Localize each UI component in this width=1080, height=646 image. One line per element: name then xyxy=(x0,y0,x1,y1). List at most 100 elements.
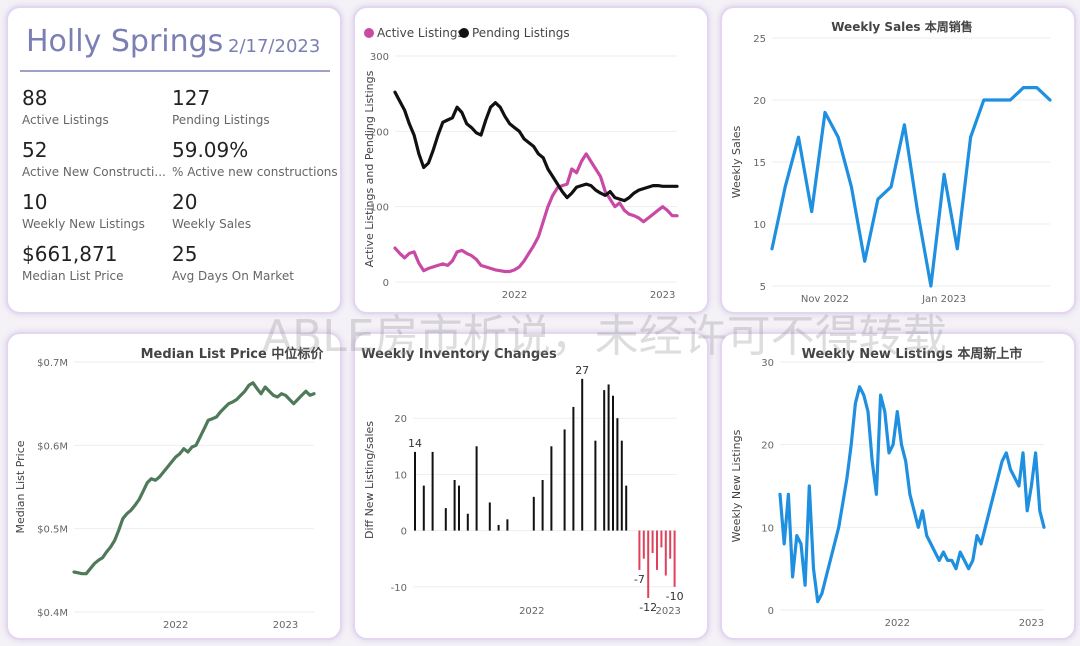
data-label: 14 xyxy=(408,437,422,450)
legend-marker xyxy=(459,28,469,38)
kpi-value: 52 xyxy=(22,138,48,162)
bar xyxy=(616,418,619,531)
y-tick-label: 300 xyxy=(370,52,389,63)
kpi-label: Weekly New Listings xyxy=(22,217,145,231)
bar xyxy=(651,530,654,554)
data-label: -12 xyxy=(639,601,657,614)
y-tick-label: 10 xyxy=(394,470,407,481)
bar xyxy=(612,395,614,531)
y-axis-label: Weekly Sales xyxy=(730,125,743,198)
y-tick-label: 5 xyxy=(760,282,766,293)
bar xyxy=(638,530,641,570)
bar xyxy=(642,530,645,559)
kpi-value: 127 xyxy=(172,86,211,110)
x-tick-label: Nov 2022 xyxy=(801,294,849,305)
bar xyxy=(541,480,544,531)
bar xyxy=(506,519,509,531)
bar xyxy=(607,384,610,531)
inventory-changes-chart: Weekly Inventory Changes Diff New Listing… xyxy=(361,347,683,617)
series-line-active-listings xyxy=(393,152,679,274)
bar xyxy=(647,530,650,598)
series-line-weekly-new-listings xyxy=(778,385,1046,604)
bar xyxy=(625,485,628,531)
y-tick-label: 10 xyxy=(753,220,766,231)
bar xyxy=(603,390,606,531)
y-axis-label: Median List Price xyxy=(14,440,27,533)
bar xyxy=(431,451,434,531)
active-pending-chart: Active Listings and Pending Listings 0 100… xyxy=(363,26,679,301)
kpi-value: $661,871 xyxy=(22,242,118,266)
kpi-label: Avg Days On Market xyxy=(172,269,294,283)
chart-title: Median List Price 中位标价 xyxy=(141,346,325,362)
y-tick-label: $0.5M xyxy=(37,525,68,536)
bar xyxy=(458,485,460,531)
y-tick-label: $0.7M xyxy=(37,358,68,369)
new-listings-chart: Weekly New Listings 本周新上市 Weekly New List… xyxy=(730,346,1046,629)
kpi-card: Holly Springs 2/17/2023 88 Active Listin… xyxy=(6,6,342,314)
legend-label: Active Listings xyxy=(377,26,464,40)
bar xyxy=(497,524,500,531)
bar xyxy=(673,530,676,587)
y-axis-label: Diff New Listing/sales xyxy=(363,421,376,539)
y-tick-label: 20 xyxy=(394,414,407,425)
kpi-active-listings: 88 Active Listings xyxy=(22,86,172,127)
kpi-active-new-construction: 52 Active New Constructi... xyxy=(22,138,172,179)
kpi-value: 10 xyxy=(22,190,48,214)
bar xyxy=(475,446,478,531)
series-line-median-list-price xyxy=(72,381,316,576)
kpi-label: Active Listings xyxy=(22,113,109,127)
y-tick-label: $0.4M xyxy=(37,608,68,619)
y-tick-label: 20 xyxy=(761,441,774,452)
new-listings-chart-card: Weekly New Listings 本周新上市 Weekly New List… xyxy=(720,332,1076,640)
chart-title: Weekly New Listings 本周新上市 xyxy=(802,346,1023,362)
x-tick-label: Jan 2023 xyxy=(921,294,966,305)
weekly-sales-chart-card: Weekly Sales 本周销售 Weekly Sales 5 10 15 20 25 No… xyxy=(720,6,1076,314)
y-tick-label: 0 xyxy=(383,278,389,289)
y-tick-label: 20 xyxy=(753,96,766,107)
bar xyxy=(669,530,672,559)
bar xyxy=(550,446,553,531)
kpi-pct-new-construction: 59.09% % Active new constructions xyxy=(172,138,338,179)
legend-label: Pending Listings xyxy=(472,26,570,40)
kpi-value: 25 xyxy=(172,242,198,266)
chart-title: Weekly Sales 本周销售 xyxy=(831,19,973,34)
x-tick-label: 2023 xyxy=(273,620,298,631)
x-tick-label: 2022 xyxy=(885,618,910,629)
median-price-chart: Median List Price 中位标价 Median List Price $… xyxy=(14,346,325,631)
y-tick-label: 30 xyxy=(761,358,774,369)
x-tick-label: 2022 xyxy=(163,620,188,631)
series-line-pending-listings xyxy=(393,90,679,203)
x-tick-label: 2023 xyxy=(650,290,675,301)
y-tick-label: 10 xyxy=(761,523,774,534)
bar xyxy=(594,440,597,531)
data-label: 27 xyxy=(575,364,589,377)
y-tick-label: 0 xyxy=(768,606,774,617)
y-tick-label: 200 xyxy=(370,127,389,138)
kpi-value: 88 xyxy=(22,86,48,110)
kpi-avg-days-on-market: 25 Avg Days On Market xyxy=(172,242,322,283)
kpi-label: % Active new constructions xyxy=(172,165,338,179)
city-title: Holly Springs xyxy=(26,24,224,59)
bar xyxy=(581,378,584,531)
inventory-changes-chart-card: Weekly Inventory Changes Diff New Listing… xyxy=(353,332,709,640)
x-tick-label: 2022 xyxy=(519,606,544,617)
bar xyxy=(453,480,456,531)
bar xyxy=(664,530,667,576)
kpi-label: Median List Price xyxy=(22,269,124,283)
kpi-value: 59.09% xyxy=(172,138,249,162)
y-tick-label: 25 xyxy=(753,34,766,45)
x-tick-label: 2022 xyxy=(502,290,527,301)
report-date: 2/17/2023 xyxy=(228,36,321,57)
y-tick-label: $0.6M xyxy=(37,441,68,452)
bar xyxy=(414,451,416,531)
y-tick-label: 15 xyxy=(753,158,766,169)
x-tick-label: 2023 xyxy=(1019,618,1044,629)
series-line-weekly-sales xyxy=(770,85,1052,288)
y-axis-label: Weekly New Listings xyxy=(730,429,743,542)
title-divider xyxy=(20,70,330,72)
legend-marker xyxy=(364,28,374,38)
kpi-pending-listings: 127 Pending Listings xyxy=(172,86,322,127)
bar xyxy=(660,530,663,548)
y-tick-label: 100 xyxy=(370,203,389,214)
kpi-weekly-sales: 20 Weekly Sales xyxy=(172,190,322,231)
